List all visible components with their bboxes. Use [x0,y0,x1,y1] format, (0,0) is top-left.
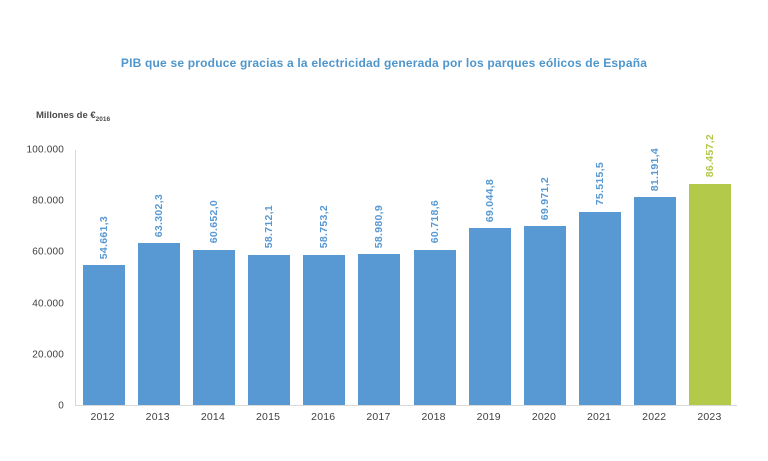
y-axis-unit-subscript: 2016 [95,115,111,123]
y-axis-unit-label: Millones de €2016 [36,110,110,123]
bar-2014 [192,249,235,405]
x-axis: 2012 2013 2014 2015 2016 2017 2018 2019 2020 2021… [75,411,737,429]
y-axis-unit-text: Millones de € [36,110,96,121]
bar-value-label-2022: 81.191,4 [649,147,662,192]
y-axis-tick-label: 40.000 [32,298,64,310]
bar-value-label-2019: 69.044,8 [483,178,496,223]
y-axis-tick-label: 60.000 [32,246,64,258]
x-axis-tick-label-2013: 2013 [145,411,170,423]
bar-value-label-2014: 60.652,0 [207,200,220,244]
plot-area: 54.661,3 63.302,3 60.652,0 58.712,1 58.753,2… [75,134,737,406]
x-axis-tick-label-2019: 2019 [476,411,501,423]
x-axis-tick-label-2018: 2018 [421,411,446,423]
bar-2019 [468,228,511,405]
y-axis-tick-label: 100.000 [26,144,64,156]
chart-title: PIB que se produce gracias a la electric… [120,56,648,70]
bar-2012 [82,265,125,405]
bar-2016 [303,254,346,405]
x-axis-tick-label-2022: 2022 [642,411,667,423]
x-axis-tick-label-2021: 2021 [586,411,612,423]
x-axis-tick-label-2012: 2012 [90,411,115,423]
x-axis-tick-label-2023: 2023 [697,411,722,423]
x-axis-tick-label-2014: 2014 [200,411,225,423]
x-axis-tick-label-2016: 2016 [311,411,336,423]
x-axis-tick-label-2017: 2017 [366,411,391,423]
bar-value-label-2012: 54.661,3 [97,215,110,260]
bar-value-label-2017: 58.980,9 [373,204,386,249]
bar-2017 [358,254,401,405]
bar-2023 [689,183,732,405]
bar-2022 [634,197,677,405]
x-axis-tick-label-2020: 2020 [531,411,556,423]
bar-2015 [248,254,291,405]
y-axis: 0 20.000 40.000 60.000 80.000 100.000 [0,145,64,412]
y-axis-tick-label: 0 [58,400,64,412]
bar-value-label-2016: 58.753,2 [318,205,331,249]
bar-value-label-2013: 63.302,3 [152,193,165,237]
x-axis-tick-label-2015: 2015 [255,411,281,423]
bar-value-label-2023: 86.457,2 [704,134,717,178]
bar-2013 [137,242,180,405]
y-axis-tick-label: 20.000 [32,349,64,361]
bar-2018 [413,249,456,405]
y-axis-tick-label: 80.000 [32,195,64,207]
bar-2021 [579,211,622,405]
bar-2020 [523,225,566,405]
bar-value-label-2021: 75.515,5 [594,162,607,206]
bar-value-label-2015: 58.712,1 [263,205,276,249]
bar-value-label-2018: 60.718,6 [428,200,441,244]
bar-value-label-2020: 69.971,2 [538,176,551,220]
